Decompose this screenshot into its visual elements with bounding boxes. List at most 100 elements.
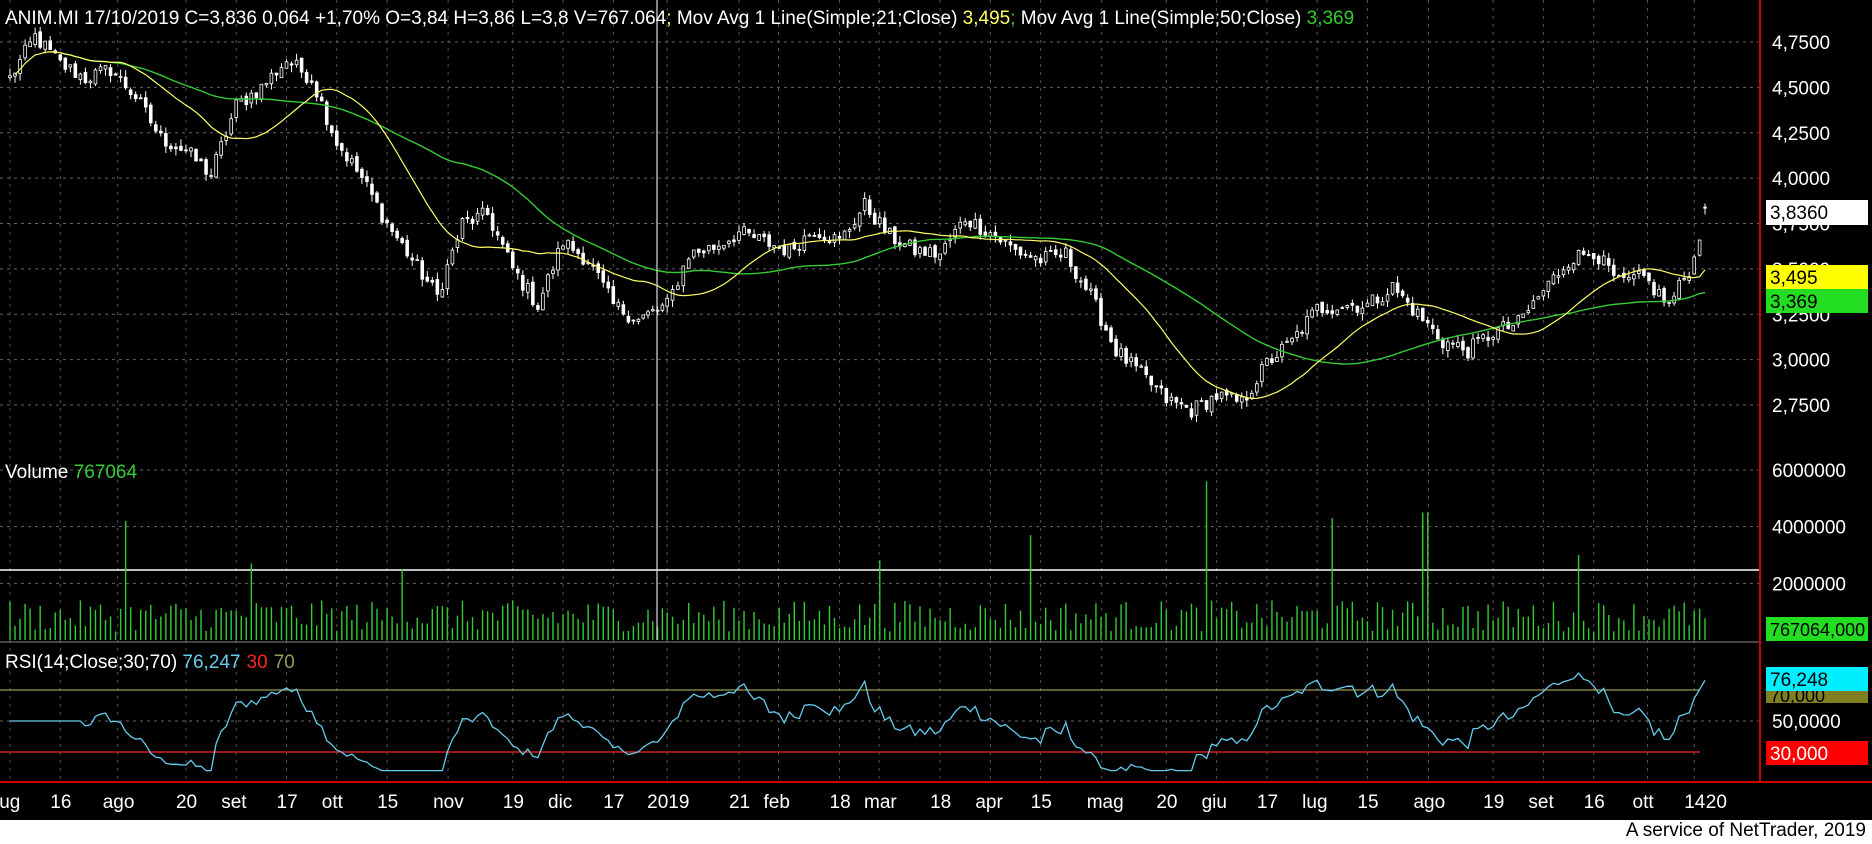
candle-body: [1365, 302, 1370, 308]
candle-body: [1169, 396, 1174, 401]
time-axis-label: 16: [1584, 792, 1605, 813]
candle-body: [1079, 280, 1083, 283]
candle-body: [1637, 270, 1641, 274]
volume-legend-value: 767064: [74, 462, 138, 483]
candle-body: [1697, 239, 1702, 256]
candle-body: [1506, 321, 1510, 329]
candle-body: [1038, 257, 1043, 264]
candle-body: [1657, 289, 1661, 297]
candle-body: [360, 168, 364, 178]
candle-body: [631, 319, 636, 322]
candle-body: [249, 92, 254, 104]
candle-body: [314, 81, 319, 98]
time-axis-label: 20: [1156, 792, 1177, 813]
axis-labels: 4,75004,50004,25004,00003,75003,50003,25…: [0, 33, 1846, 813]
candle-body: [510, 251, 515, 269]
rsi-badge-text: 76,248: [1770, 670, 1828, 691]
candle-body: [566, 239, 570, 249]
candle-body: [1395, 282, 1400, 293]
candle-body: [1064, 247, 1068, 258]
candle-body: [1320, 301, 1324, 313]
candle-body: [676, 285, 680, 290]
time-axis-label: 15: [1031, 792, 1052, 813]
volume-legend-label: Volume: [5, 462, 74, 483]
candle-body: [1119, 348, 1123, 357]
candle-body: [329, 125, 334, 134]
candle-body: [832, 234, 837, 243]
candle-body: [1662, 288, 1666, 303]
candle-body: [1214, 393, 1219, 400]
rsi-legend-label: RSI(14;Close;30;70): [5, 652, 182, 673]
time-axis-label: mag: [1087, 792, 1124, 813]
candle-body: [928, 247, 932, 257]
time-axis-label: set: [1528, 792, 1554, 813]
candle-body: [943, 242, 947, 254]
time-axis-label: 2019: [647, 792, 689, 813]
candle-body: [294, 59, 299, 66]
candle-body: [973, 219, 978, 229]
candle-body: [1204, 400, 1209, 410]
candle-body: [1285, 340, 1289, 343]
candle-body: [1476, 337, 1480, 339]
candle-body: [1672, 295, 1676, 304]
candle-body: [500, 237, 505, 245]
candle-body: [289, 63, 294, 66]
candle-body: [1576, 249, 1581, 265]
candle-body: [1526, 310, 1531, 314]
candle-body: [254, 92, 259, 99]
candle-body: [495, 231, 500, 236]
candle-body: [1703, 206, 1707, 209]
candle-body: [204, 159, 208, 175]
candle-body: [852, 224, 857, 229]
price-axis-label: 4,2500: [1772, 124, 1830, 145]
candle-body: [410, 257, 414, 261]
candle-body: [691, 249, 696, 258]
candle-body: [812, 235, 817, 237]
candle-body: [1179, 402, 1184, 405]
candle-body: [621, 304, 626, 315]
candle-body: [1652, 282, 1656, 296]
candle-body: [380, 203, 384, 223]
candle-body: [1541, 290, 1546, 297]
candle-body: [561, 245, 565, 250]
candle-body: [269, 72, 274, 85]
candle-body: [1174, 397, 1179, 403]
candle-body: [938, 253, 942, 261]
candle-body: [526, 283, 530, 293]
candle-body: [169, 145, 173, 150]
candle-body: [1431, 324, 1435, 329]
candle-body: [264, 83, 269, 86]
candle-body: [787, 244, 792, 258]
candle-body: [1692, 256, 1697, 275]
candle-body: [857, 212, 862, 227]
candle-body: [184, 149, 188, 152]
candle-body: [516, 268, 520, 274]
candle-body: [757, 234, 761, 241]
candle-body: [1687, 276, 1691, 281]
candle-body: [1265, 357, 1269, 366]
candle-body: [611, 286, 616, 305]
candle-body: [1325, 310, 1329, 314]
candle-body: [877, 217, 882, 225]
candle-body: [8, 75, 12, 79]
candle-body: [475, 212, 480, 222]
candle-body: [616, 301, 621, 307]
candle-body: [440, 289, 445, 298]
candle-body: [681, 265, 686, 287]
candle-body: [1250, 392, 1254, 399]
candle-body: [1516, 315, 1521, 325]
volume-axis-label: 2000000: [1772, 574, 1846, 595]
candle-body: [1124, 347, 1128, 364]
candle-body: [159, 130, 163, 134]
candle-body: [33, 33, 37, 45]
candle-body: [365, 176, 369, 182]
candle-body: [1466, 347, 1470, 359]
volume-badge-text: 767064,000: [1770, 620, 1865, 640]
time-axis-label: 19: [1483, 792, 1504, 813]
candle-body: [747, 228, 751, 234]
candle-body: [596, 263, 601, 274]
candle-body: [234, 99, 239, 118]
time-axis-label: ago: [1413, 792, 1445, 813]
candle-body: [1405, 297, 1410, 303]
candle-body: [340, 143, 344, 151]
